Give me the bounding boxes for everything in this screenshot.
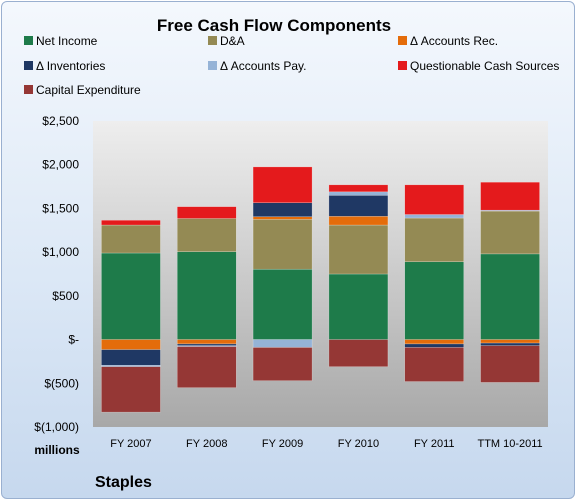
y-tick-label: $1,000 [42, 245, 79, 259]
x-tick-label: FY 2010 [338, 438, 379, 450]
legend-label-net-income: Net Income [36, 34, 98, 48]
bar-segment-inventories [328, 195, 389, 217]
bar-segment-inventories [480, 342, 540, 346]
bar-segment-questionable-cash-sources [252, 166, 313, 203]
bar-segment-accounts-rec [252, 216, 313, 220]
bar-segment-capital-expenditure [480, 345, 540, 383]
legend-swatch-capital-expenditure [24, 85, 33, 94]
bar-segment-questionable-cash-sources [177, 206, 237, 219]
y-tick-label: $500 [52, 289, 79, 303]
bar-segment-d-a [252, 219, 313, 270]
y-tick-label: $(1,000) [34, 420, 79, 434]
unit-label: millions [34, 443, 80, 457]
bar-segment-accounts-rec [404, 339, 464, 345]
legend-label-questionable-cash-sources: Questionable Cash Sources [410, 59, 559, 73]
x-tick-label: FY 2009 [262, 438, 303, 450]
chart-title: Free Cash Flow Components [157, 16, 391, 35]
legend: Net Income D&A Δ Accounts Rec. Δ Inventorie… [24, 34, 559, 97]
bar-segment-questionable-cash-sources [101, 219, 161, 226]
bar-segment-accounts-rec [328, 216, 389, 226]
bar-segment-d-a [480, 210, 540, 255]
legend-swatch-net-income [24, 36, 33, 45]
bar-segment-net-income [480, 253, 540, 340]
bar-segment-inventories [252, 202, 313, 217]
bar-segment-accounts-pay [404, 214, 464, 219]
bar-segment-accounts-pay [328, 191, 389, 196]
bar-segment-net-income [328, 273, 389, 340]
bar-segment-inventories [404, 343, 464, 348]
bar-segment-accounts-rec [177, 339, 237, 345]
y-tick-label: $2,500 [42, 114, 79, 128]
bar-segment-inventories [177, 343, 237, 346]
bar-segment-d-a [101, 224, 161, 254]
bar-segment-capital-expenditure [177, 346, 237, 388]
bars [101, 166, 540, 413]
bar-segment-capital-expenditure [404, 347, 464, 382]
bar-segment-d-a [328, 224, 389, 275]
y-tick-label: $- [68, 333, 79, 347]
x-tick-label: TTM 10-2011 [477, 438, 542, 450]
y-axis: $(1,000) $(500) $- $500 $1,000 $1,500 $2,000 $2… [34, 114, 79, 434]
bar-segment-d-a [177, 218, 237, 252]
bar-segment-capital-expenditure [328, 339, 389, 367]
plot-area [93, 121, 548, 427]
x-axis: FY 2007 FY 2008 FY 2009 FY 2010 FY 2011 TTM 1… [110, 438, 542, 450]
legend-label-d-a: D&A [220, 34, 245, 48]
bar-segment-accounts-rec [480, 339, 540, 344]
company-name: Staples [95, 474, 152, 491]
x-tick-label: FY 2008 [186, 438, 227, 450]
bar-segment-inventories [101, 349, 161, 366]
bar-segment-net-income [101, 252, 161, 340]
y-tick-label: $(500) [44, 376, 79, 390]
legend-label-inventories: Δ Inventories [36, 59, 105, 73]
legend-swatch-d-a [208, 36, 217, 45]
bar-segment-d-a [404, 217, 464, 263]
legend-swatch-questionable-cash-sources [398, 61, 407, 70]
y-tick-label: $2,000 [42, 158, 79, 172]
bar-segment-questionable-cash-sources [328, 184, 389, 193]
bar-segment-net-income [177, 251, 237, 340]
legend-swatch-accounts-rec [398, 36, 407, 45]
legend-swatch-inventories [24, 61, 33, 70]
x-tick-label: FY 2007 [110, 438, 151, 450]
bar-segment-net-income [404, 261, 464, 340]
bar-segment-capital-expenditure [252, 347, 313, 381]
x-tick-label: FY 2011 [414, 438, 455, 450]
bar-segment-accounts-rec [101, 339, 161, 350]
bar-segment-questionable-cash-sources [404, 184, 464, 215]
legend-swatch-accounts-pay [208, 61, 217, 70]
bar-segment-net-income [252, 268, 313, 340]
y-tick-label: $1,500 [42, 201, 79, 215]
bar-segment-questionable-cash-sources [480, 181, 540, 211]
bar-segment-accounts-pay [252, 339, 313, 348]
bar-segment-capital-expenditure [101, 366, 161, 413]
legend-label-accounts-pay: Δ Accounts Pay. [220, 59, 307, 73]
legend-label-accounts-rec: Δ Accounts Rec. [410, 34, 498, 48]
legend-label-capital-expenditure: Capital Expenditure [36, 83, 141, 97]
